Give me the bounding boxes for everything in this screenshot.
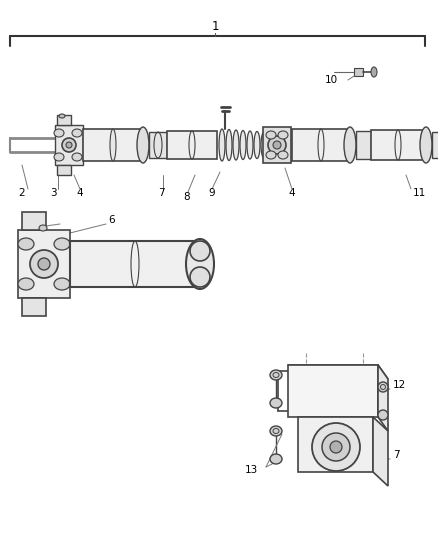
- Polygon shape: [298, 417, 373, 472]
- Text: 13: 13: [245, 465, 258, 475]
- Polygon shape: [22, 298, 46, 316]
- Ellipse shape: [39, 225, 47, 231]
- Ellipse shape: [273, 141, 281, 149]
- Ellipse shape: [266, 131, 276, 139]
- Polygon shape: [371, 130, 426, 160]
- Ellipse shape: [38, 258, 50, 270]
- Polygon shape: [288, 365, 388, 379]
- Bar: [354, 68, 363, 76]
- Ellipse shape: [270, 426, 282, 436]
- Ellipse shape: [30, 250, 58, 278]
- Ellipse shape: [72, 153, 82, 161]
- Text: 12: 12: [393, 380, 406, 390]
- Polygon shape: [83, 129, 143, 161]
- Ellipse shape: [110, 129, 116, 161]
- Ellipse shape: [420, 127, 432, 163]
- Polygon shape: [70, 241, 200, 287]
- Ellipse shape: [186, 239, 214, 289]
- Ellipse shape: [54, 129, 64, 137]
- Ellipse shape: [72, 129, 82, 137]
- Text: 7: 7: [158, 188, 165, 198]
- Ellipse shape: [190, 267, 210, 287]
- Polygon shape: [18, 230, 70, 298]
- Polygon shape: [167, 131, 217, 159]
- Text: 4: 4: [76, 188, 83, 198]
- Polygon shape: [263, 127, 291, 163]
- Ellipse shape: [18, 238, 34, 250]
- Polygon shape: [373, 417, 388, 486]
- Text: 8: 8: [183, 192, 190, 202]
- Text: 4: 4: [288, 188, 295, 198]
- Text: 2: 2: [18, 188, 25, 198]
- Ellipse shape: [270, 454, 282, 464]
- Text: 6: 6: [108, 215, 115, 225]
- Text: 7: 7: [393, 450, 399, 460]
- Ellipse shape: [312, 423, 360, 471]
- Polygon shape: [378, 365, 388, 431]
- Ellipse shape: [54, 238, 70, 250]
- Ellipse shape: [278, 131, 288, 139]
- Text: 11: 11: [413, 188, 426, 198]
- Ellipse shape: [18, 278, 34, 290]
- Polygon shape: [149, 132, 167, 158]
- Ellipse shape: [59, 114, 65, 118]
- Text: 9: 9: [208, 188, 215, 198]
- Ellipse shape: [54, 278, 70, 290]
- Polygon shape: [292, 129, 350, 161]
- Ellipse shape: [137, 127, 149, 163]
- Ellipse shape: [62, 138, 76, 152]
- Polygon shape: [22, 212, 46, 230]
- Ellipse shape: [240, 131, 246, 159]
- Ellipse shape: [226, 130, 232, 160]
- Text: 10: 10: [325, 75, 338, 85]
- Polygon shape: [432, 132, 438, 158]
- Ellipse shape: [270, 398, 282, 408]
- Ellipse shape: [378, 410, 388, 420]
- Ellipse shape: [233, 130, 239, 160]
- Ellipse shape: [268, 136, 286, 154]
- Ellipse shape: [270, 370, 282, 380]
- Text: 3: 3: [50, 188, 57, 198]
- Ellipse shape: [190, 241, 210, 261]
- Ellipse shape: [266, 151, 276, 159]
- Ellipse shape: [254, 132, 260, 158]
- Ellipse shape: [322, 433, 350, 461]
- Ellipse shape: [54, 153, 64, 161]
- Ellipse shape: [378, 382, 388, 392]
- Polygon shape: [57, 165, 71, 175]
- Ellipse shape: [247, 131, 253, 159]
- Ellipse shape: [261, 132, 267, 158]
- Ellipse shape: [66, 142, 72, 148]
- Ellipse shape: [344, 127, 356, 163]
- Text: 1: 1: [211, 20, 219, 33]
- Polygon shape: [57, 115, 71, 125]
- Ellipse shape: [330, 441, 342, 453]
- Ellipse shape: [219, 129, 225, 161]
- Polygon shape: [356, 131, 371, 159]
- Ellipse shape: [278, 151, 288, 159]
- Ellipse shape: [371, 67, 377, 77]
- Polygon shape: [288, 365, 378, 417]
- Polygon shape: [55, 125, 83, 165]
